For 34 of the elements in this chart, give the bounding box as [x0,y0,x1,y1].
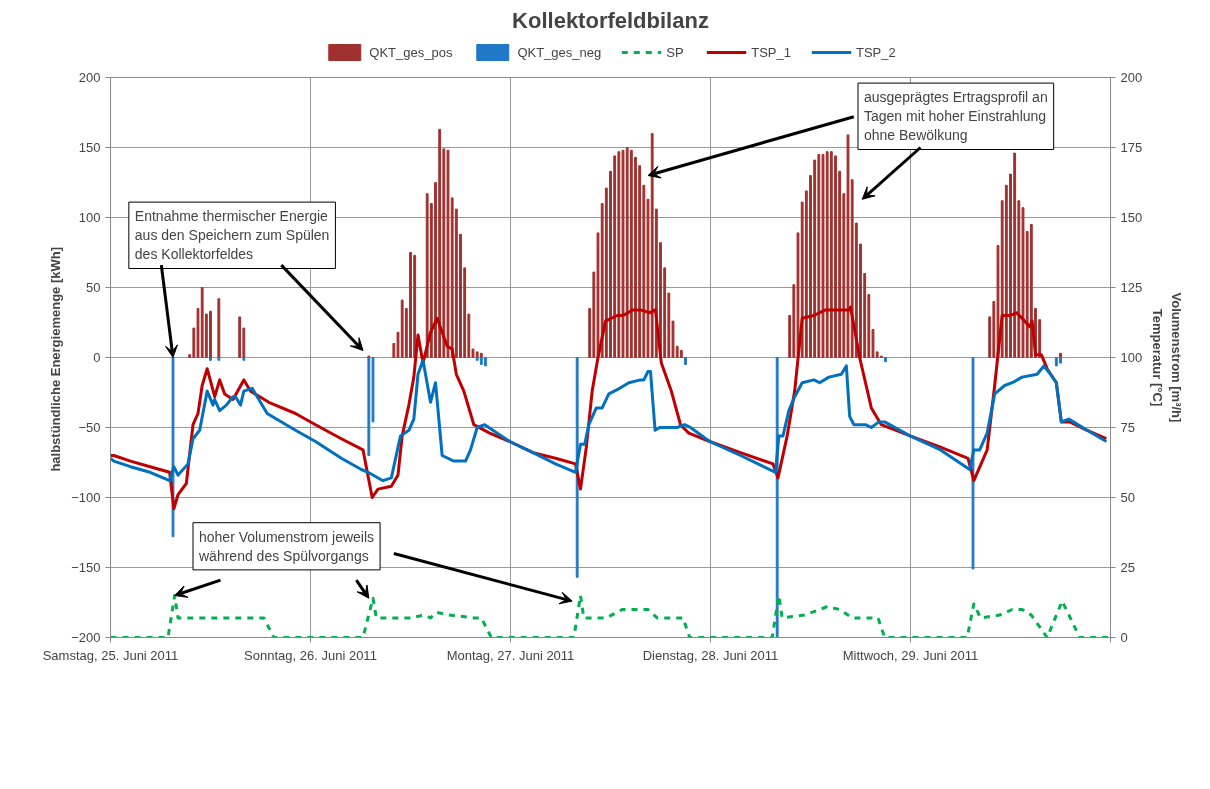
y2-tick-label: 100 [1120,350,1143,365]
y-axis-title: halbstündliche Energiemenge [kWh] [48,246,64,472]
y2-tick-label: 125 [1120,280,1143,295]
legend-label: TSP_1 [751,44,791,60]
y-tick-label: −150 [71,560,101,575]
y2-tick-label: 0 [1120,630,1128,645]
x-tick-label: Sonntag, 26. Juni 2011 [244,647,377,663]
y-tick-label: −100 [71,490,101,505]
y2-tick-label: 50 [1120,490,1135,505]
y-tick-label: 150 [78,140,101,155]
legend-label: QKT_ges_neg [517,44,602,60]
annotation: Entnahme thermischer Energie aus den Speichern zum Spülen des Kollektorfeldes [134,208,330,263]
x-tick-label: Dienstag, 28. Juni 2011 [642,647,779,663]
x-tick-label: Mittwoch, 29. Juni 2011 [842,647,979,663]
y-tick-label: 0 [93,350,101,365]
annotation: hoher Volumenstrom jeweils während des Spülvorgangs [198,528,375,564]
x-tick-label: Samstag, 25. Juni 2011 [42,647,179,663]
annotation: ausgeprägtes Ertragsprofil an Tagen mit hoher Einstrahlung ohne Bewölkung [864,89,1048,144]
y-tick-label: −200 [71,630,101,645]
y2-tick-label: 25 [1120,560,1135,575]
legend-label: TSP_2 [855,44,896,60]
chart-title: Kollektorfeldbilanz [512,7,709,33]
y2-axis-title: Temperatur [°C] Volumenstrom [m³/h] [1150,292,1184,423]
legend-label: SP [666,44,685,60]
y-tick-label: 50 [86,280,101,295]
y-tick-label: −50 [78,420,101,435]
y2-tick-label: 150 [1120,210,1143,225]
y2-tick-label: 200 [1120,70,1143,85]
y2-tick-label: 75 [1120,420,1135,435]
legend-label: QKT_ges_pos [369,44,453,60]
y-tick-label: 200 [78,70,101,85]
x-tick-label: Montag, 27. Juni 2011 [446,647,575,663]
y2-tick-label: 175 [1120,140,1143,155]
y-tick-label: 100 [78,210,101,225]
